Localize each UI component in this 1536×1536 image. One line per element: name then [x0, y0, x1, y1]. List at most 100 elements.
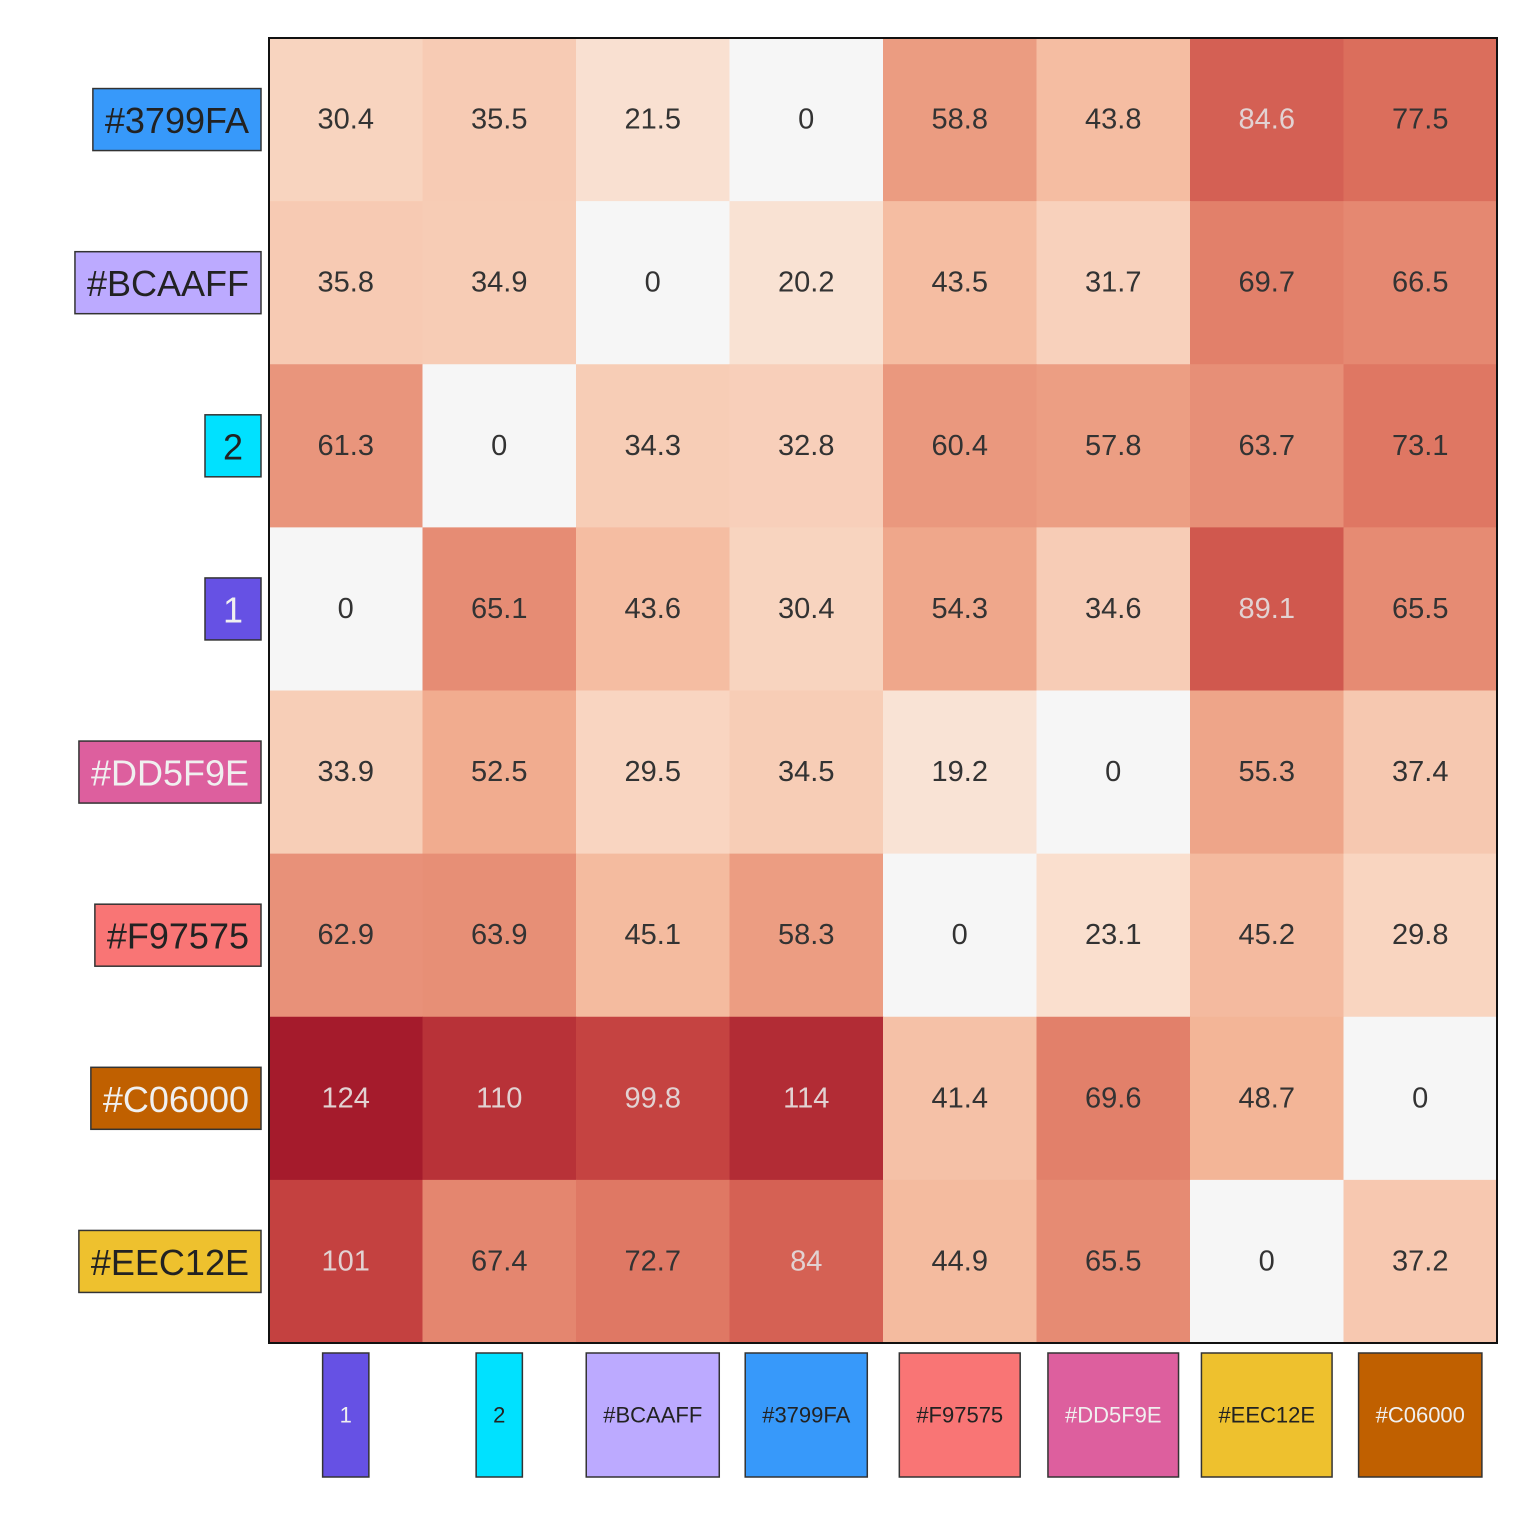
cell-value-label: 0 — [338, 593, 354, 625]
cell-value-label: 55.3 — [1239, 756, 1295, 788]
column-label: #C06000 — [1357, 1352, 1483, 1478]
cell-value-label: 58.3 — [778, 919, 834, 951]
column-label: #EEC12E — [1200, 1352, 1333, 1478]
cell-value-label: 35.8 — [318, 267, 374, 299]
cell-value-label: 41.4 — [932, 1082, 988, 1114]
heatmap-cell — [1343, 527, 1498, 691]
heatmap-cell — [1190, 1016, 1344, 1181]
row-label-box — [204, 414, 262, 478]
heatmap-cell — [1343, 1016, 1498, 1181]
column-label-box — [321, 1352, 370, 1478]
heatmap-cell — [729, 201, 884, 365]
heatmap-cell — [1036, 1016, 1191, 1181]
heatmap-cell — [1190, 364, 1344, 528]
heatmap-cell — [422, 364, 577, 528]
heatmap-cell — [1036, 38, 1191, 202]
heatmap-cell — [883, 1016, 1037, 1181]
column-label-box — [1200, 1352, 1333, 1478]
cell-value-label: 0 — [1412, 1082, 1428, 1114]
cell-value-label: 63.9 — [471, 919, 527, 951]
row-label-box — [94, 903, 262, 967]
cell-value-label: 43.6 — [625, 593, 681, 625]
row-label: #EEC12E — [78, 1229, 262, 1294]
cell-value-label: 58.8 — [932, 104, 988, 136]
cell-value-label: 114 — [783, 1082, 829, 1114]
cell-value-label: 30.4 — [778, 593, 834, 625]
heatmap-cell — [576, 38, 730, 202]
heatmap-cell — [422, 527, 577, 691]
heatmap-cell — [883, 201, 1037, 365]
row-label-box — [90, 1066, 262, 1131]
column-label-text: #C06000 — [1376, 1403, 1465, 1428]
heatmap-cell — [1343, 201, 1498, 365]
heatmap-cell — [422, 201, 577, 365]
cell-value-label: 84 — [790, 1245, 822, 1277]
row-label-box — [78, 1229, 262, 1294]
cell-value-label: 37.4 — [1392, 756, 1448, 788]
heatmap-cell — [1343, 38, 1498, 202]
heatmap-cell — [883, 527, 1037, 691]
row-labels: #3799FA #BCAAFF 2 1 #DD5F9E #F97575 #C06000 #EE… — [74, 87, 262, 1294]
column-label-box — [744, 1352, 869, 1478]
cell-value-label: 63.7 — [1239, 430, 1295, 462]
column-label: #DD5F9E — [1047, 1352, 1180, 1478]
cell-value-label: 0 — [1259, 1245, 1275, 1277]
heatmap-cell — [1190, 527, 1344, 691]
cell-value-label: 99.8 — [625, 1082, 681, 1114]
cell-value-label: 45.1 — [625, 919, 681, 951]
heatmap-cell — [576, 690, 730, 855]
row-label-text: #DD5F9E — [91, 753, 249, 794]
heatmap-cell — [422, 38, 577, 202]
plot-frame — [268, 37, 1498, 1344]
row-label: #3799FA — [92, 87, 262, 152]
heatmap-cell — [422, 690, 577, 855]
heatmap-cell — [576, 364, 730, 528]
heatmap-cell — [576, 1016, 730, 1181]
cell-value-label: 0 — [798, 104, 814, 136]
cell-value-label: 0 — [645, 267, 661, 299]
heatmap-cell — [1343, 853, 1498, 1018]
heatmap-cell — [422, 853, 577, 1018]
cell-value-label: 0 — [952, 919, 968, 951]
cell-value-label: 0 — [1105, 756, 1121, 788]
cell-value-label: 65.5 — [1085, 1245, 1141, 1277]
row-label: #C06000 — [90, 1066, 262, 1131]
row-label: #DD5F9E — [78, 740, 262, 804]
heatmap-cell — [729, 364, 884, 528]
heatmap-cell — [269, 690, 423, 855]
cell-value-label: 54.3 — [932, 593, 988, 625]
cell-value-label: 30.4 — [318, 104, 374, 136]
cell-value-label: 77.5 — [1392, 104, 1448, 136]
heatmap-cell — [269, 201, 423, 365]
row-label-text: 2 — [223, 426, 243, 467]
cell-value-label: 19.2 — [932, 756, 988, 788]
cell-value-label: 37.2 — [1392, 1245, 1448, 1277]
heatmap-cell — [1343, 690, 1498, 855]
cell-value-label: 0 — [491, 430, 507, 462]
heatmap-cell — [1036, 1179, 1191, 1344]
heatmap-cell — [1190, 853, 1344, 1018]
cell-value-label: 124 — [322, 1082, 370, 1114]
heatmap-cell — [576, 1179, 730, 1344]
column-label-box — [898, 1352, 1021, 1478]
cell-value-label: 43.5 — [932, 267, 988, 299]
cell-value-label: 62.9 — [318, 919, 374, 951]
heatmap-cell — [269, 1179, 423, 1344]
column-label-text: #3799FA — [762, 1403, 850, 1428]
row-label-text: #F97575 — [107, 916, 249, 957]
cell-value-label: 44.9 — [932, 1245, 988, 1277]
heatmap-cell — [1343, 1179, 1498, 1344]
row-label-text: #C06000 — [103, 1079, 249, 1120]
heatmap-cell — [269, 1016, 423, 1181]
column-labels: 1 2 #BCAAFF #3799FA #F97575 #DD5F9E #EEC12E #C0… — [321, 1352, 1483, 1478]
heatmap-cell — [729, 1016, 884, 1181]
row-label-text: #3799FA — [105, 100, 249, 141]
cell-value-label: 33.9 — [318, 756, 374, 788]
heatmap-cell — [1036, 690, 1191, 855]
column-label: 2 — [475, 1352, 524, 1478]
row-label-box — [78, 740, 262, 804]
cell-value-label: 23.1 — [1085, 919, 1141, 951]
heatmap-cell — [883, 690, 1037, 855]
cell-value-label: 29.5 — [625, 756, 681, 788]
heatmap-cell — [269, 527, 423, 691]
